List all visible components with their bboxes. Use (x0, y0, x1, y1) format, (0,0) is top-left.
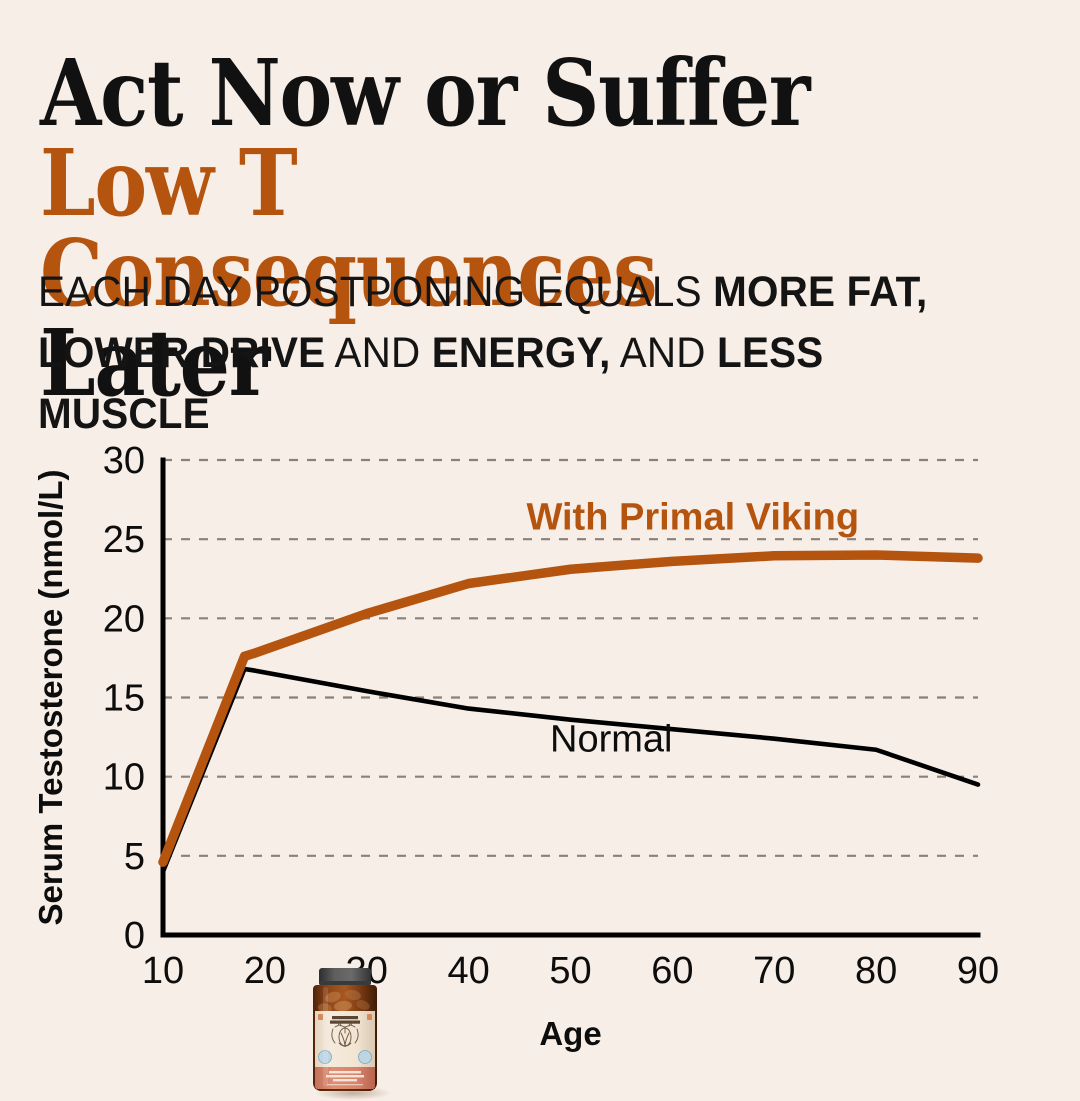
y-tick-label-30: 30 (103, 440, 145, 482)
page-subheadline: EACH DAY POSTPONING EQUALS MORE FAT, LOW… (38, 262, 997, 445)
bottle-badge-left (318, 1050, 332, 1064)
x-tick-label-50: 50 (549, 950, 591, 992)
bottle-corner-mark-left (318, 1014, 323, 1020)
y-tick-label-5: 5 (124, 836, 145, 878)
y-tick-label-10: 10 (103, 757, 145, 799)
page-headline: Act Now or Suffer Low T Consequences Lat… (40, 47, 909, 409)
chart-x-axis-title: Age (539, 1015, 601, 1052)
x-tick-label-80: 80 (855, 950, 897, 992)
x-tick-label-60: 60 (651, 950, 693, 992)
subheadline-segment-1: EACH DAY POSTPONING EQUALS (38, 268, 714, 316)
x-tick-label-90: 90 (957, 950, 999, 992)
headline-segment-2-accent: Low T Consequences (40, 129, 658, 328)
y-tick-label-0: 0 (124, 915, 145, 957)
subheadline-segment-4: AND (325, 329, 432, 378)
x-tick-label-70: 70 (753, 950, 795, 992)
chart-x-tick-labels: 102030405060708090 (142, 950, 999, 992)
y-tick-label-15: 15 (103, 678, 145, 720)
x-tick-label-10: 10 (142, 950, 184, 992)
chart-axes (160, 457, 981, 938)
x-tick-label-20: 20 (244, 950, 286, 992)
series-line-normal (160, 666, 981, 874)
bottle-corner-mark-right (367, 1014, 372, 1020)
bottle-cap (319, 968, 371, 985)
series-line-with-primal-viking (158, 550, 983, 867)
subheadline-segment-6: AND (610, 329, 718, 378)
y-tick-label-20: 20 (103, 598, 145, 640)
bottle-brand-wordmark (330, 1016, 360, 1024)
subheadline-segment-5: ENERGY, (431, 329, 611, 378)
bottle-capsules (318, 989, 370, 1013)
subheadline-segment-2: MORE FAT, (713, 268, 928, 316)
y-tick-label-25: 25 (103, 519, 145, 561)
chart-y-tick-labels: 0 5 10 15 20 25 30 (103, 440, 145, 957)
series-label-normal: Normal (550, 718, 672, 760)
bottle-cap-rim (319, 981, 371, 985)
headline-segment-1: Act Now or Suffer (40, 39, 811, 147)
bottle-stag-emblem (331, 1020, 359, 1048)
chart-y-axis-title: Serum Testosterone (nmol/L) (32, 470, 69, 926)
headline-segment-3: Later (40, 309, 270, 418)
bottle-highlight (323, 987, 328, 1087)
x-tick-label-40: 40 (447, 950, 489, 992)
subheadline-segment-7: LESS MUSCLE (38, 329, 824, 439)
subheadline-segment-3: LOWER DRIVE (38, 329, 326, 378)
bottle-badge-right (358, 1050, 372, 1064)
series-label-with-primal-viking: With Primal Viking (526, 497, 859, 539)
product-bottle-image (313, 968, 391, 1100)
